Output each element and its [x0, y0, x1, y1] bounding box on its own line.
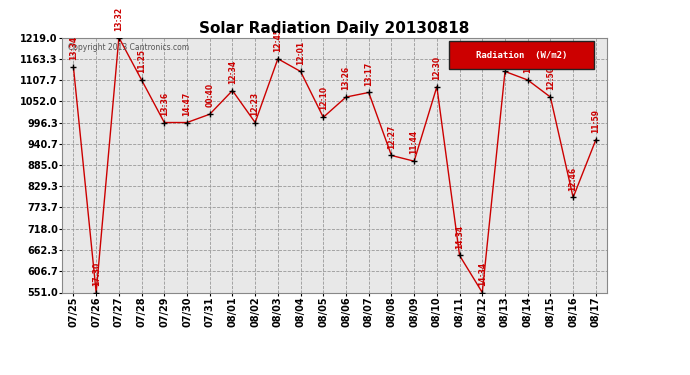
Text: 12:23: 12:23 — [250, 92, 259, 116]
Text: 13:34: 13:34 — [69, 36, 78, 60]
Text: 13:08: 13:08 — [500, 40, 509, 64]
Text: Radiation  (W/m2): Radiation (W/m2) — [475, 51, 567, 60]
Text: 13:17: 13:17 — [364, 61, 373, 86]
Text: 12:30: 12:30 — [433, 56, 442, 80]
FancyBboxPatch shape — [449, 41, 593, 69]
Text: 13:36: 13:36 — [160, 92, 169, 116]
Text: 00:40: 00:40 — [205, 83, 214, 107]
Text: 12:46: 12:46 — [569, 166, 578, 190]
Text: 12:50: 12:50 — [546, 66, 555, 90]
Text: 12:45: 12:45 — [273, 28, 282, 52]
Text: 13:26: 13:26 — [342, 66, 351, 90]
Text: 14:34: 14:34 — [477, 261, 486, 285]
Text: 11:25: 11:25 — [137, 49, 146, 73]
Text: 11:44: 11:44 — [410, 130, 419, 154]
Text: 14:34: 14:34 — [455, 224, 464, 249]
Text: 12:34: 12:34 — [228, 60, 237, 84]
Text: 12:01: 12:01 — [296, 40, 305, 64]
Text: 13:29: 13:29 — [523, 49, 532, 73]
Text: 12:10: 12:10 — [319, 86, 328, 110]
Text: Copyright 2013 Cantronics.com: Copyright 2013 Cantronics.com — [68, 43, 188, 52]
Text: 17:30: 17:30 — [92, 261, 101, 285]
Title: Solar Radiation Daily 20130818: Solar Radiation Daily 20130818 — [199, 21, 470, 36]
Text: 13:32: 13:32 — [115, 6, 124, 30]
Text: 11:59: 11:59 — [591, 109, 600, 133]
Text: 12:27: 12:27 — [387, 124, 396, 148]
Text: 14:47: 14:47 — [183, 92, 192, 116]
